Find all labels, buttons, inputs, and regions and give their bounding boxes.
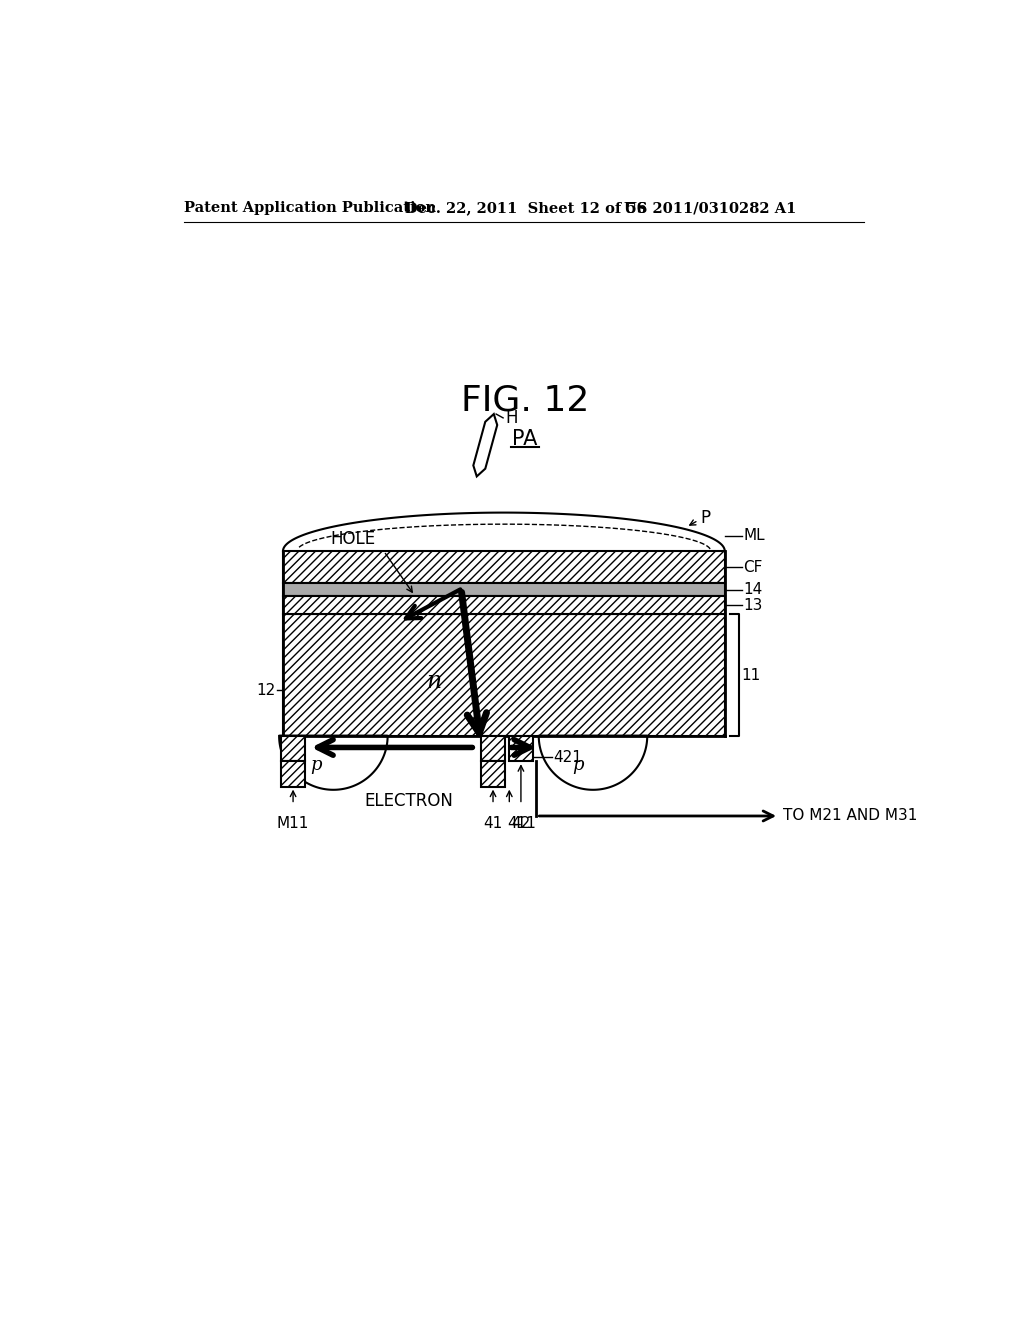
Text: ELECTRON: ELECTRON: [365, 792, 453, 809]
Polygon shape: [283, 614, 725, 737]
Text: 421: 421: [554, 750, 583, 766]
Text: 12: 12: [256, 682, 275, 698]
Text: ML: ML: [743, 528, 765, 544]
Text: PA: PA: [512, 429, 538, 449]
Polygon shape: [283, 595, 725, 614]
Text: Patent Application Publication: Patent Application Publication: [183, 202, 436, 215]
Polygon shape: [481, 737, 505, 762]
Text: 411: 411: [508, 816, 537, 832]
Polygon shape: [509, 737, 532, 762]
Text: Dec. 22, 2011  Sheet 12 of 56: Dec. 22, 2011 Sheet 12 of 56: [406, 202, 647, 215]
Text: 11: 11: [741, 668, 760, 682]
Polygon shape: [280, 737, 388, 789]
Text: M11: M11: [276, 816, 309, 832]
Text: 14: 14: [743, 582, 763, 597]
Text: CF: CF: [743, 560, 763, 574]
Text: p: p: [571, 756, 584, 774]
Polygon shape: [481, 762, 505, 787]
Polygon shape: [282, 737, 305, 762]
Text: n: n: [427, 671, 441, 693]
Polygon shape: [539, 737, 647, 789]
Text: P: P: [700, 510, 710, 527]
Polygon shape: [283, 552, 725, 583]
Polygon shape: [473, 414, 498, 477]
Text: TO M21 AND M31: TO M21 AND M31: [783, 808, 918, 824]
Text: 41: 41: [483, 816, 503, 832]
Polygon shape: [282, 762, 305, 787]
Polygon shape: [283, 583, 725, 595]
Text: HOLE: HOLE: [330, 529, 376, 548]
Text: H: H: [506, 409, 518, 426]
Polygon shape: [283, 512, 725, 552]
Text: 42: 42: [511, 816, 530, 832]
Text: US 2011/0310282 A1: US 2011/0310282 A1: [624, 202, 797, 215]
Text: p: p: [310, 756, 323, 774]
Text: 13: 13: [743, 598, 763, 612]
Text: FIG. 12: FIG. 12: [461, 384, 589, 418]
